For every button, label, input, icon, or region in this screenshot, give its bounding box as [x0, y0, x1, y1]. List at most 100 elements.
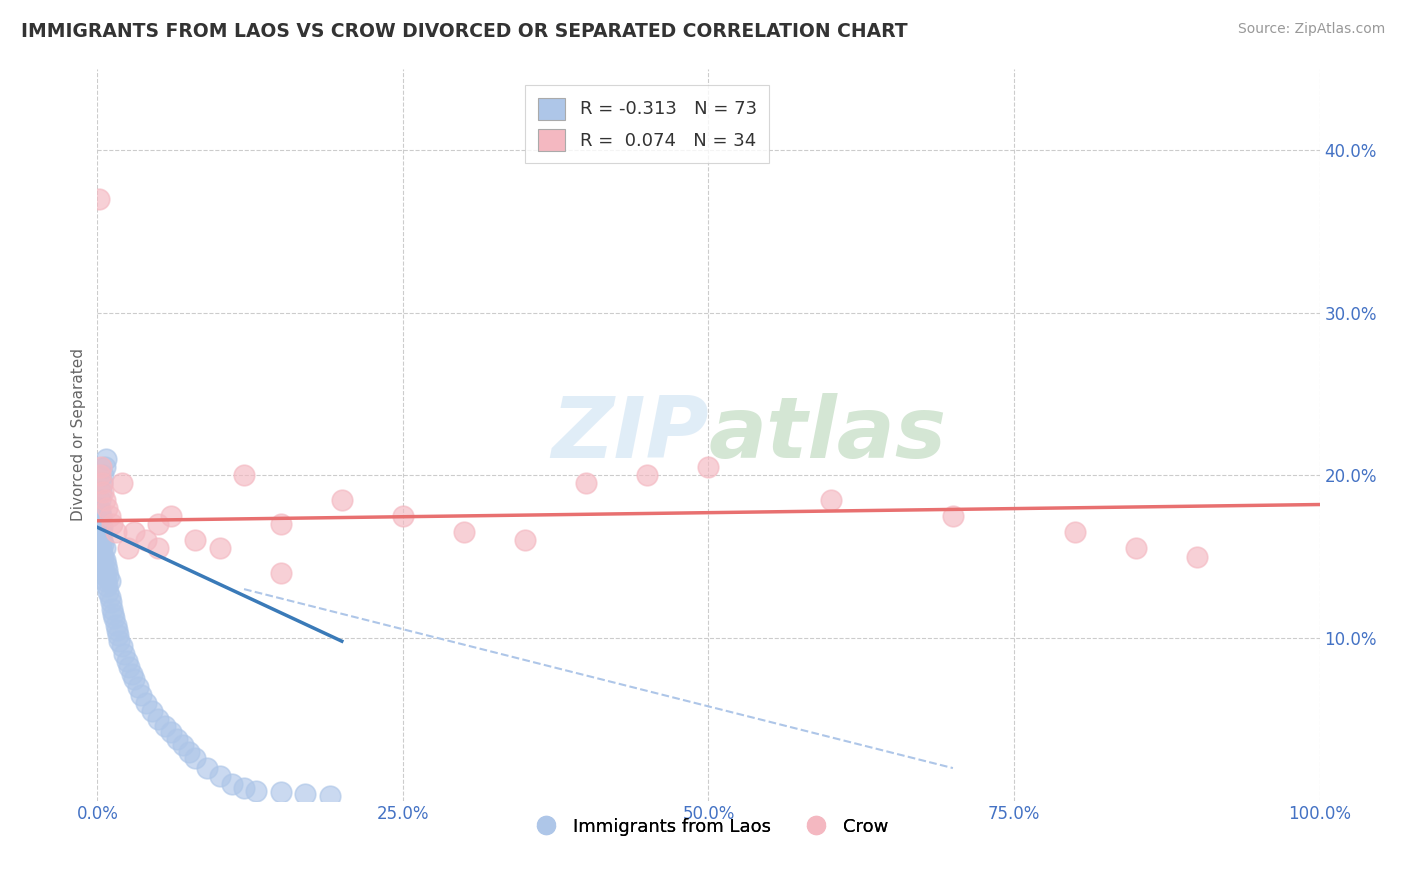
Point	[697, 460, 720, 475]
Point	[91, 558, 114, 572]
Point	[453, 525, 475, 540]
Point	[93, 460, 115, 475]
Point	[104, 525, 127, 540]
Point	[575, 476, 598, 491]
Point	[94, 452, 117, 467]
Point	[127, 680, 149, 694]
Point	[172, 739, 194, 753]
Text: atlas: atlas	[709, 393, 946, 476]
Point	[820, 492, 842, 507]
Point	[87, 500, 110, 515]
Point	[159, 725, 181, 739]
Point	[108, 634, 131, 648]
Point	[636, 468, 658, 483]
Point	[148, 541, 170, 556]
Point	[1064, 525, 1087, 540]
Point	[122, 525, 145, 540]
Point	[90, 484, 112, 499]
Point	[135, 696, 157, 710]
Point	[121, 666, 143, 681]
Y-axis label: Divorced or Separated: Divorced or Separated	[72, 348, 86, 521]
Point	[270, 566, 292, 580]
Point	[97, 585, 120, 599]
Point	[87, 541, 110, 556]
Point	[87, 533, 110, 548]
Point	[90, 533, 112, 548]
Point	[245, 784, 267, 798]
Point	[90, 508, 112, 523]
Point	[122, 672, 145, 686]
Point	[89, 536, 111, 550]
Point	[513, 533, 536, 548]
Point	[159, 508, 181, 523]
Point	[87, 525, 110, 540]
Point	[90, 460, 112, 475]
Point	[90, 522, 112, 536]
Point	[89, 520, 111, 534]
Point	[91, 476, 114, 491]
Point	[89, 468, 111, 483]
Point	[118, 660, 141, 674]
Text: ZIP: ZIP	[551, 393, 709, 476]
Point	[177, 745, 200, 759]
Point	[94, 574, 117, 588]
Point	[101, 601, 124, 615]
Point	[87, 192, 110, 206]
Point	[104, 618, 127, 632]
Point	[93, 484, 115, 499]
Point	[94, 558, 117, 572]
Point	[93, 541, 115, 556]
Point	[93, 553, 115, 567]
Point	[96, 500, 118, 515]
Point	[93, 492, 115, 507]
Point	[105, 623, 128, 637]
Point	[330, 492, 353, 507]
Point	[233, 780, 256, 795]
Point	[96, 579, 118, 593]
Point	[111, 476, 134, 491]
Point	[208, 541, 231, 556]
Point	[103, 607, 125, 621]
Point	[195, 761, 218, 775]
Point	[98, 574, 121, 588]
Point	[153, 719, 176, 733]
Point	[93, 549, 115, 564]
Point	[148, 712, 170, 726]
Point	[100, 595, 122, 609]
Point	[96, 563, 118, 577]
Point	[93, 563, 115, 577]
Point	[98, 508, 121, 523]
Point	[93, 569, 115, 583]
Point	[318, 789, 340, 803]
Point	[97, 569, 120, 583]
Point	[184, 533, 207, 548]
Point	[392, 508, 415, 523]
Point	[89, 514, 111, 528]
Point	[184, 751, 207, 765]
Point	[89, 549, 111, 564]
Point	[1187, 549, 1209, 564]
Point	[117, 541, 139, 556]
Point	[141, 704, 163, 718]
Point	[89, 530, 111, 544]
Point	[208, 769, 231, 783]
Text: Source: ZipAtlas.com: Source: ZipAtlas.com	[1237, 22, 1385, 37]
Point	[111, 639, 134, 653]
Point	[93, 536, 115, 550]
Point	[233, 468, 256, 483]
Point	[221, 777, 243, 791]
Point	[91, 546, 114, 560]
Point	[98, 591, 121, 605]
Point	[90, 541, 112, 556]
Point	[135, 533, 157, 548]
Point	[107, 628, 129, 642]
Point	[131, 688, 153, 702]
Point	[270, 785, 292, 799]
Point	[942, 508, 965, 523]
Point	[91, 520, 114, 534]
Point	[87, 516, 110, 531]
Point	[89, 504, 111, 518]
Legend: Immigrants from Laos, Crow: Immigrants from Laos, Crow	[520, 811, 896, 843]
Point	[91, 533, 114, 548]
Point	[1125, 541, 1147, 556]
